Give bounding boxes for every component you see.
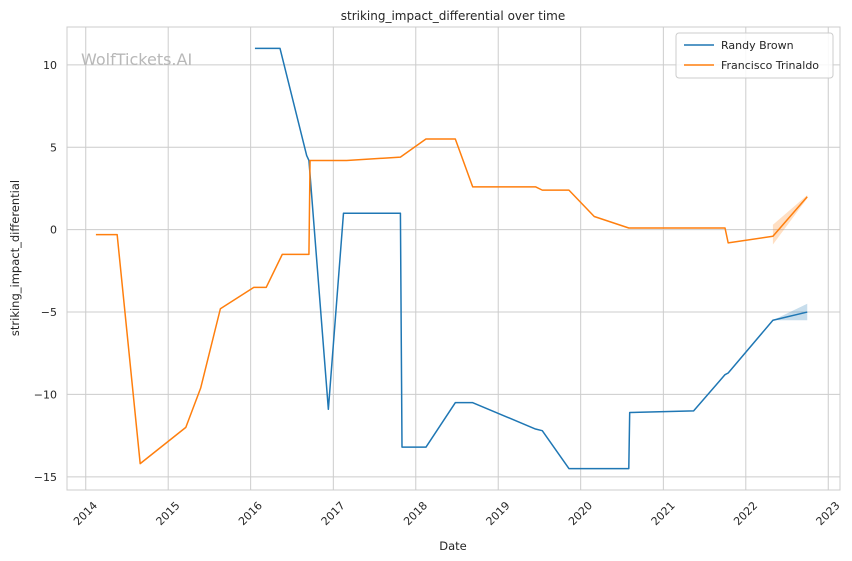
y-tick-label: −5 [41, 306, 57, 319]
chart-title: striking_impact_differential over time [341, 9, 566, 23]
plot-frame [66, 26, 841, 491]
y-tick-label: 10 [43, 59, 57, 72]
series-line-francisco-trinaldo [95, 138, 808, 465]
y-tick-label: 0 [50, 224, 57, 237]
series-line-randy-brown [254, 47, 808, 470]
watermark: WolfTickets.AI [81, 50, 192, 69]
legend: Randy Brown Francisco Trinaldo [675, 32, 834, 79]
band-randy-brown [772, 303, 808, 321]
x-axis-label: Date [439, 539, 467, 553]
legend-label-randy-brown: Randy Brown [721, 39, 794, 52]
series-lines [95, 47, 808, 470]
y-tick-label: −10 [34, 388, 57, 401]
legend-box [675, 32, 834, 79]
y-tick-label: 5 [50, 141, 57, 154]
legend-label-francisco-trinaldo: Francisco Trinaldo [721, 59, 819, 72]
y-tick-label: −15 [34, 471, 57, 484]
y-axis-label: striking_impact_differential [8, 180, 22, 336]
y-axis-ticks: 10 5 0 −5 −10 −15 [34, 59, 57, 484]
